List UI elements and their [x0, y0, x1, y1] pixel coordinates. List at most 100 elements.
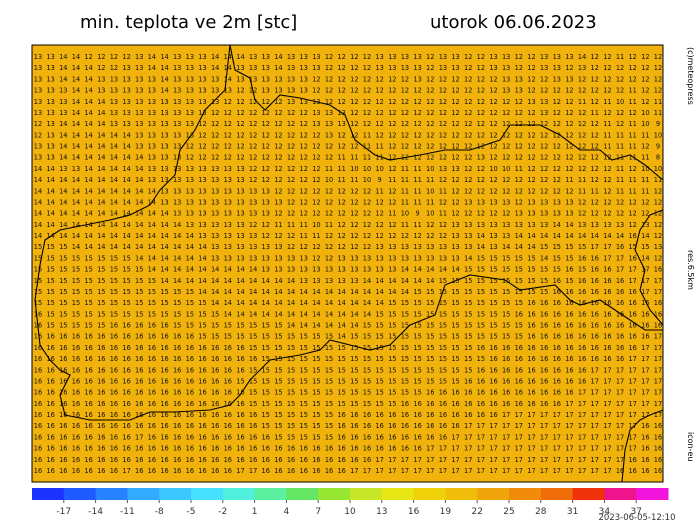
- grid-value: 15: [426, 299, 434, 307]
- grid-value: 16: [565, 288, 573, 296]
- grid-value: 14: [401, 288, 409, 296]
- grid-value: 15: [236, 322, 244, 330]
- grid-value: 12: [565, 154, 573, 162]
- grid-value: 13: [540, 53, 548, 61]
- grid-value: 16: [135, 467, 143, 475]
- grid-value: 13: [186, 120, 194, 128]
- grid-value: 16: [97, 445, 105, 453]
- grid-value: 12: [337, 75, 345, 83]
- grid-value: 16: [553, 277, 561, 285]
- grid-value: 12: [211, 154, 219, 162]
- grid-value: 15: [477, 322, 485, 330]
- grid-value: 16: [515, 400, 523, 408]
- grid-value: 15: [135, 299, 143, 307]
- grid-value: 16: [527, 400, 535, 408]
- colorbar-label: -17: [56, 507, 71, 517]
- grid-value: 15: [46, 310, 54, 318]
- grid-value: 13: [540, 198, 548, 206]
- grid-value: 16: [97, 344, 105, 352]
- grid-value: 13: [249, 75, 257, 83]
- grid-value: 16: [198, 445, 206, 453]
- grid-value: 12: [540, 176, 548, 184]
- grid-value: 17: [616, 366, 624, 374]
- grid-value: 12: [312, 154, 320, 162]
- grid-value: 14: [148, 53, 156, 61]
- grid-value: 14: [262, 299, 270, 307]
- grid-value: 12: [413, 109, 421, 117]
- grid-value: 17: [553, 467, 561, 475]
- grid-value: 14: [34, 232, 42, 240]
- grid-value: 14: [160, 266, 168, 274]
- grid-value: 11: [628, 154, 636, 162]
- grid-value: 14: [211, 53, 219, 61]
- grid-value: 13: [515, 75, 523, 83]
- grid-value: 16: [628, 310, 636, 318]
- grid-value: 11: [337, 154, 345, 162]
- grid-value: 15: [236, 377, 244, 385]
- grid-value: 12: [565, 187, 573, 195]
- grid-value: 12: [426, 143, 434, 151]
- grid-value: 12: [603, 109, 611, 117]
- grid-value: 11: [312, 232, 320, 240]
- grid-value: 16: [578, 344, 586, 352]
- grid-value: 12: [363, 53, 371, 61]
- grid-value: 12: [565, 165, 573, 173]
- grid-value: 14: [97, 176, 105, 184]
- grid-value: 13: [325, 266, 333, 274]
- grid-value: 15: [515, 254, 523, 262]
- grid-value: 13: [46, 87, 54, 95]
- grid-value: 15: [426, 344, 434, 352]
- colorbar: -17 -14 -11 -8 -5 -2 1 4 7 10 13 16 19 22 25 28 31 34 37: [32, 488, 669, 517]
- grid-value: 14: [312, 288, 320, 296]
- colorbar-step: [127, 488, 160, 500]
- grid-value: 12: [388, 98, 396, 106]
- grid-value: 15: [413, 288, 421, 296]
- border-line: [229, 44, 664, 181]
- grid-value: 15: [59, 254, 67, 262]
- grid-value: 16: [616, 310, 624, 318]
- grid-value: 17: [603, 467, 611, 475]
- grid-value: 13: [300, 254, 308, 262]
- grid-value: 12: [274, 165, 282, 173]
- grid-value: 15: [464, 310, 472, 318]
- grid-value: 17: [616, 445, 624, 453]
- grid-value: 12: [591, 131, 599, 139]
- grid-value: 14: [274, 64, 282, 72]
- grid-value: 13: [515, 210, 523, 218]
- grid-value: 12: [337, 53, 345, 61]
- grid-value: 11: [325, 165, 333, 173]
- grid-value: 15: [262, 366, 270, 374]
- grid-value: 12: [350, 120, 358, 128]
- grid-value: 12: [363, 98, 371, 106]
- grid-value: 17: [477, 422, 485, 430]
- grid-value: 15: [325, 333, 333, 341]
- grid-value: 13: [388, 243, 396, 251]
- grid-value: 15: [34, 299, 42, 307]
- grid-value: 16: [603, 310, 611, 318]
- grid-value: 14: [224, 288, 232, 296]
- grid-value: 12: [388, 154, 396, 162]
- grid-value: 13: [173, 87, 181, 95]
- grid-value: 15: [388, 299, 396, 307]
- grid-value: 16: [186, 411, 194, 419]
- grid-value: 17: [527, 445, 535, 453]
- grid-value: 14: [135, 187, 143, 195]
- grid-value: 12: [363, 120, 371, 128]
- grid-value: 12: [287, 143, 295, 151]
- grid-value: 14: [34, 187, 42, 195]
- grid-value: 14: [148, 210, 156, 218]
- grid-value: 13: [211, 98, 219, 106]
- grid-value: 16: [439, 433, 447, 441]
- grid-value: 16: [122, 433, 130, 441]
- colorbar-step: [254, 488, 287, 500]
- grid-value: 13: [312, 53, 320, 61]
- grid-value: 15: [477, 254, 485, 262]
- grid-value: 16: [413, 400, 421, 408]
- colorbar-label: 28: [535, 507, 547, 517]
- grid-value: 11: [401, 187, 409, 195]
- grid-value: 16: [135, 322, 143, 330]
- grid-value: 14: [122, 165, 130, 173]
- grid-value: 12: [224, 109, 232, 117]
- grid-value: 14: [72, 221, 80, 229]
